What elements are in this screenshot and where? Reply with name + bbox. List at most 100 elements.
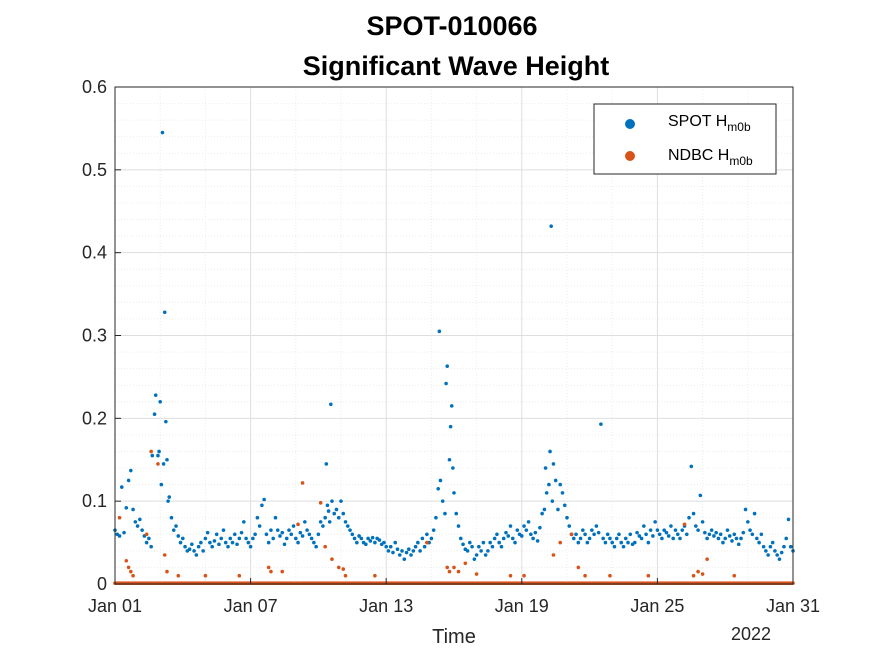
legend-entry-spot: SPOT Hm0b [668,113,751,134]
data-point [422,544,427,549]
data-point [117,515,122,520]
data-point [730,539,734,543]
data-point [339,499,343,503]
data-point [696,569,700,574]
data-point [312,540,316,545]
data-point [515,528,520,532]
data-point [474,572,479,576]
data-point [393,540,398,545]
y-tick-label: 0.6 [82,77,107,97]
data-point [522,524,526,528]
data-point [183,544,187,549]
chart-title-line-1: SPOT-010066 [366,11,537,41]
data-point [323,515,327,520]
data-point [657,532,662,537]
data-point [714,530,718,535]
data-point [590,528,594,532]
data-point [599,422,603,426]
data-point [178,540,183,545]
data-point [623,536,628,541]
data-point [434,515,438,520]
data-point [395,547,400,552]
data-point [596,530,601,535]
data-point [298,530,303,535]
data-point [171,528,176,532]
data-point [431,528,436,532]
data-point [691,511,696,516]
data-point [165,569,169,574]
data-point [687,515,691,520]
data-point [513,540,517,545]
data-point [122,530,126,535]
data-point [700,520,705,524]
data-point [669,524,673,528]
data-point [323,544,327,549]
data-point [680,528,685,532]
data-point [336,565,341,570]
data-point [266,565,271,570]
data-point [436,486,440,491]
data-point [140,528,144,532]
data-point [556,507,560,512]
data-point [736,542,741,547]
data-point [150,453,155,458]
data-point [520,534,524,538]
data-point [348,528,352,532]
data-point [755,536,759,541]
data-point [355,540,359,545]
data-point [158,399,162,404]
y-tick-label: 0.1 [82,491,107,511]
data-point [255,515,260,520]
data-point [244,536,248,541]
data-point [481,540,486,545]
data-point [472,557,477,561]
data-point [444,381,448,386]
data-point [352,536,357,541]
data-point [524,528,529,532]
data-point [651,534,655,538]
data-point [447,569,452,574]
data-point [126,565,131,570]
data-point [187,547,192,552]
data-point [368,539,373,543]
data-point [364,542,368,547]
data-point [610,540,614,545]
legend-marker-ndbc [625,151,635,161]
data-point [540,511,544,516]
data-point [280,530,285,535]
x-tick-label: Jan 01 [88,596,142,616]
data-point [214,532,219,537]
data-point [587,536,592,541]
data-point [637,534,642,538]
data-point [131,507,135,512]
data-point [201,549,205,553]
data-point [727,534,732,538]
data-point [454,511,459,516]
data-point [307,532,312,537]
data-point [522,573,526,578]
data-point [167,495,172,499]
data-point [608,536,612,541]
data-point [648,528,653,532]
data-point [221,528,226,532]
y-tick-label: 0.2 [82,408,107,428]
data-point [576,565,581,570]
data-point [287,528,291,532]
data-point [709,528,714,532]
data-point [253,532,257,537]
legend-marker-spot [625,119,635,129]
data-point [330,499,334,503]
data-point [397,553,402,557]
data-point [305,528,309,532]
data-point [458,536,463,541]
data-point [775,553,779,557]
data-point [447,457,452,462]
y-tick-label: 0.5 [82,160,107,180]
data-point [718,532,723,537]
data-point [664,530,669,535]
y-tick-label: 0.3 [82,326,107,346]
data-point [768,544,773,549]
data-point [169,515,174,520]
data-point [605,532,610,537]
data-point [786,517,791,522]
